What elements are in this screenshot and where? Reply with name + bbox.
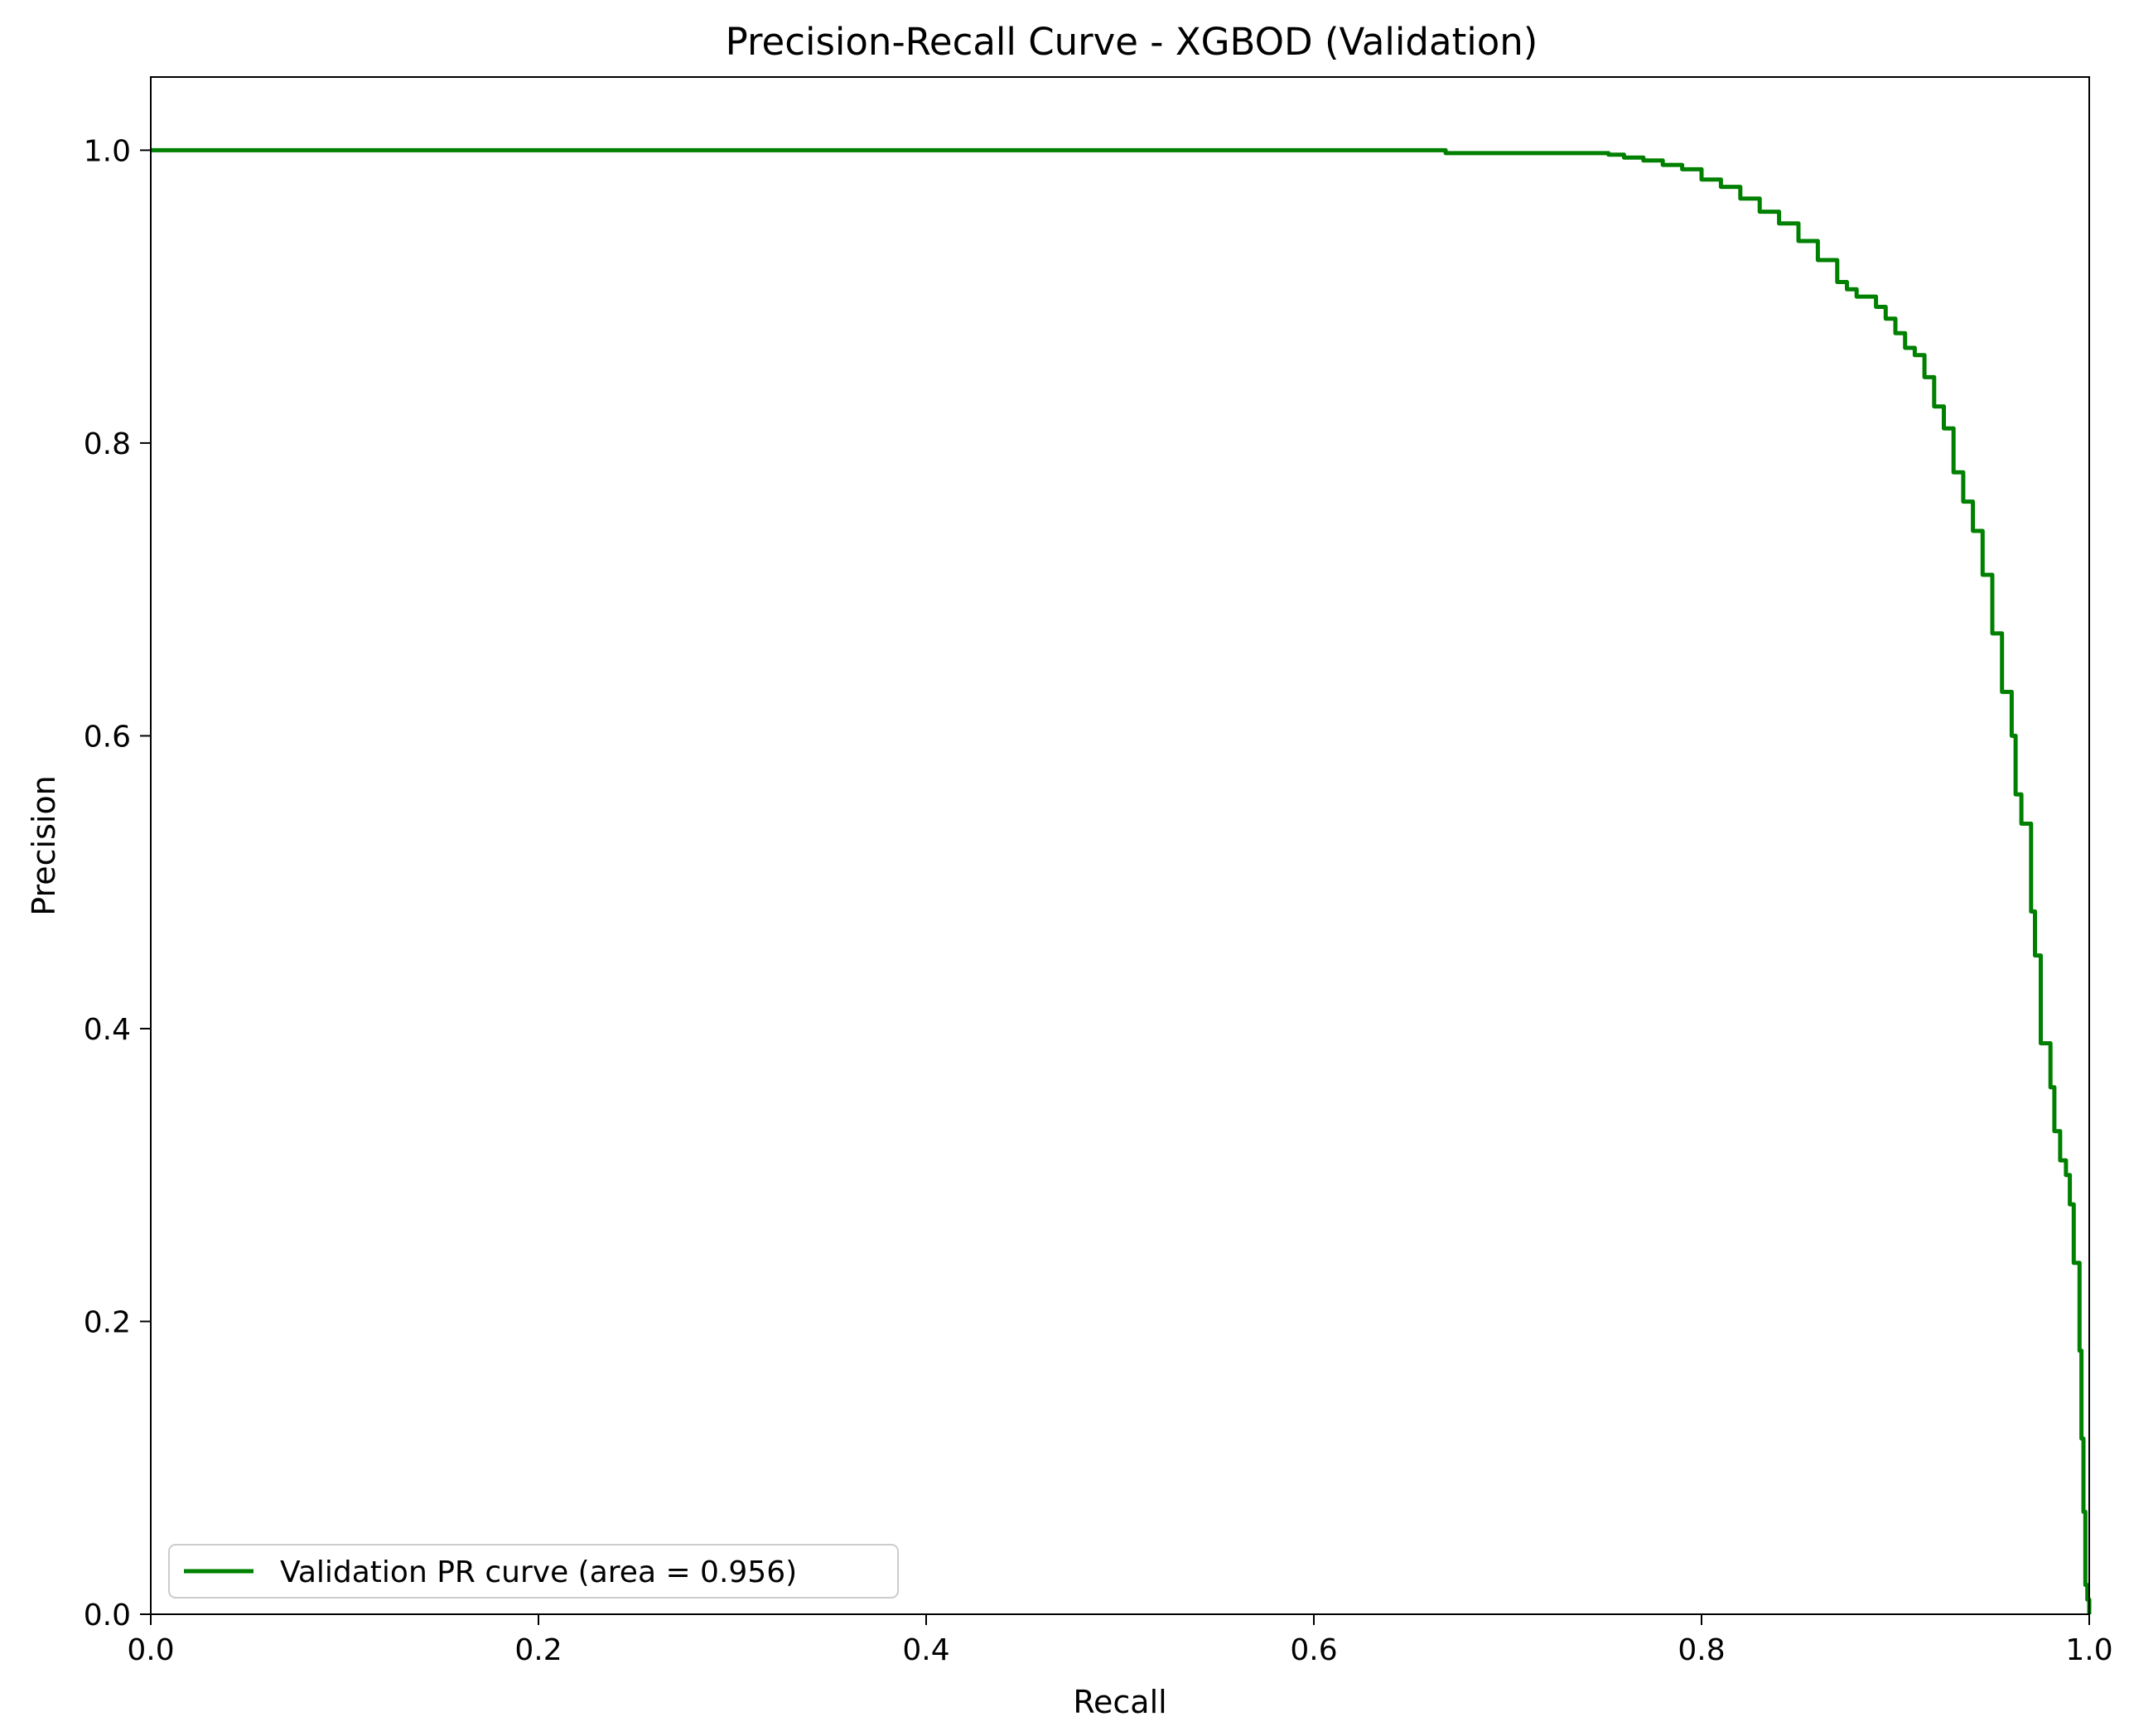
legend-box: [168, 1544, 899, 1599]
y-tick-label: 0.6: [84, 720, 131, 754]
y-axis-ticks: 0.0 0.2 0.4 0.6 0.8 1.0: [84, 134, 151, 1632]
chart-title: Precision-Recall Curve - XGBOD (Validati…: [726, 20, 1538, 64]
y-tick-label: 0.0: [84, 1599, 131, 1632]
legend-entry-label: Validation PR curve (area = 0.956): [280, 1555, 797, 1589]
plot-area: [150, 76, 2092, 1615]
y-tick-label: 1.0: [84, 134, 131, 168]
series-layer: [151, 147, 2092, 1614]
series-line-validation-pr: [151, 147, 2092, 1614]
x-tick-label: 0.6: [1290, 1633, 1337, 1667]
y-axis-label: Precision: [26, 775, 62, 916]
x-axis-ticks: 0.0 0.2 0.4 0.6 0.8 1.0: [127, 1614, 2113, 1667]
x-axis-label: Recall: [1073, 1684, 1166, 1720]
x-tick-label: 0.4: [902, 1633, 949, 1667]
y-tick-label: 0.8: [84, 427, 131, 461]
x-tick-label: 0.0: [127, 1633, 174, 1667]
x-tick-label: 1.0: [2065, 1633, 2112, 1667]
x-tick-label: 0.8: [1678, 1633, 1725, 1667]
x-tick-label: 0.2: [514, 1633, 562, 1667]
plot-frame: [150, 76, 2090, 1615]
plot-background: [151, 77, 2089, 1614]
y-tick-label: 0.2: [84, 1305, 131, 1339]
y-tick-label: 0.4: [84, 1013, 131, 1047]
legend: Validation PR curve (area = 0.956): [168, 1544, 899, 1599]
